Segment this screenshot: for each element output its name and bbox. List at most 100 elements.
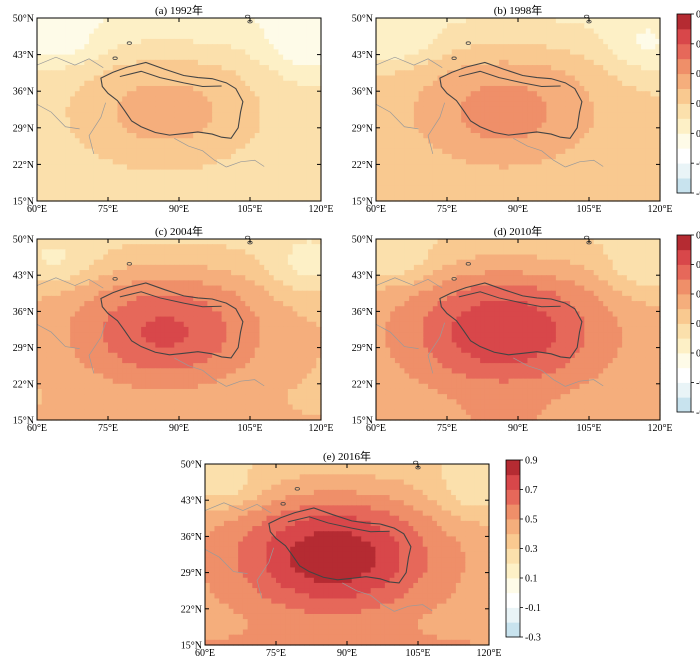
field-cell (65, 296, 70, 302)
field-cell (170, 244, 175, 250)
field-cell (113, 133, 118, 139)
field-cell (217, 143, 222, 149)
field-cell (37, 191, 42, 197)
field-cell (499, 23, 504, 29)
field-cell (632, 112, 637, 118)
field-cell (527, 138, 532, 144)
field-cell (278, 39, 283, 45)
field-cell (570, 34, 575, 40)
field-cell (400, 164, 405, 170)
field-cell (312, 102, 317, 108)
field-cell (65, 191, 70, 197)
field-cell (527, 39, 532, 45)
field-cell (302, 70, 307, 76)
field-cell (297, 260, 302, 266)
field-cell (264, 291, 269, 297)
field-cell (99, 28, 104, 34)
field-cell (264, 249, 269, 255)
field-cell (103, 49, 108, 55)
field-cell (99, 185, 104, 191)
field-cell (293, 265, 298, 271)
field-cell (136, 265, 141, 271)
field-cell (546, 117, 551, 123)
field-cell (278, 70, 283, 76)
field-cell (122, 170, 127, 176)
field-cell (65, 55, 70, 61)
field-cell (255, 260, 260, 266)
field-cell (51, 185, 56, 191)
field-cell (42, 128, 47, 134)
field-cell (636, 86, 641, 92)
field-cell (622, 185, 627, 191)
field-cell (565, 28, 570, 34)
field-cell (312, 265, 317, 271)
field-cell (70, 296, 75, 302)
field-cell (226, 154, 231, 160)
field-cell (203, 60, 208, 66)
field-cell (288, 107, 293, 113)
field-cell (113, 117, 118, 123)
field-cell (293, 65, 298, 71)
field-cell (222, 143, 227, 149)
field-cell (212, 112, 217, 118)
field-cell (518, 44, 523, 50)
field-cell (259, 128, 264, 134)
field-cell (636, 185, 641, 191)
field-cell (565, 55, 570, 61)
field-cell (241, 239, 246, 245)
field-cell (584, 107, 589, 113)
field-cell (513, 170, 518, 176)
field-cell (283, 123, 288, 129)
field-cell (217, 117, 222, 123)
field-cell (651, 34, 656, 40)
field-cell (385, 175, 390, 181)
field-cell (94, 244, 99, 250)
field-cell (414, 107, 419, 113)
field-cell (179, 164, 184, 170)
field-cell (241, 34, 246, 40)
field-cell (75, 270, 80, 276)
field-cell (293, 191, 298, 197)
field-cell (471, 81, 476, 87)
field-cell (419, 123, 424, 129)
field-cell (94, 265, 99, 271)
field-cell (193, 291, 198, 297)
field-cell (80, 159, 85, 165)
field-cell (37, 143, 42, 149)
field-cell (580, 70, 585, 76)
field-cell (603, 149, 608, 155)
field-cell (433, 154, 438, 160)
field-cell (99, 39, 104, 45)
field-cell (56, 44, 61, 50)
field-cell (264, 91, 269, 97)
field-cell (395, 44, 400, 50)
field-cell (395, 65, 400, 71)
field-cell (99, 244, 104, 250)
field-cell (475, 86, 480, 92)
field-cell (245, 81, 250, 87)
field-cell (570, 44, 575, 50)
field-cell (312, 128, 317, 134)
field-cell (61, 138, 66, 144)
field-cell (155, 60, 160, 66)
field-cell (89, 76, 94, 82)
field-cell (627, 138, 632, 144)
field-cell (404, 185, 409, 191)
field-cell (307, 275, 312, 281)
field-cell (307, 280, 312, 286)
field-cell (293, 291, 298, 297)
field-cell (475, 180, 480, 186)
field-cell (385, 102, 390, 108)
field-cell (179, 275, 184, 281)
field-cell (542, 107, 547, 113)
field-cell (589, 164, 594, 170)
field-cell (259, 170, 264, 176)
field-cell (513, 185, 518, 191)
field-cell (433, 44, 438, 50)
field-cell (551, 86, 556, 92)
field-cell (122, 76, 127, 82)
field-cell (546, 55, 551, 61)
field-cell (556, 123, 561, 129)
field-cell (302, 138, 307, 144)
field-cell (75, 260, 80, 266)
